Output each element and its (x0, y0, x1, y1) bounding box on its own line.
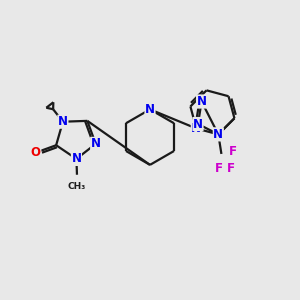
Text: N: N (213, 128, 223, 141)
Text: N: N (191, 122, 201, 135)
Text: N: N (58, 115, 68, 128)
Text: N: N (196, 95, 207, 108)
Text: CH₃: CH₃ (68, 182, 86, 191)
Text: N: N (193, 118, 203, 130)
Text: F: F (229, 145, 236, 158)
Text: N: N (91, 137, 101, 150)
Text: N: N (71, 152, 81, 165)
Text: N: N (145, 103, 155, 116)
Text: O: O (31, 146, 41, 159)
Text: F: F (215, 162, 223, 175)
Text: F: F (227, 162, 235, 175)
